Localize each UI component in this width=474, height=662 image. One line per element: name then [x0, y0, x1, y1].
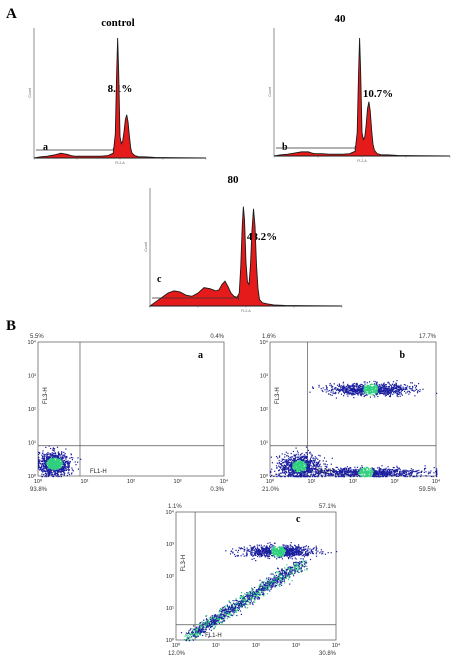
quadrant-upper-right: 17.7% [419, 334, 437, 340]
histogram-area [33, 37, 207, 159]
histogram-sublabel: b [282, 142, 288, 153]
x-tick-label: 10² [127, 479, 135, 485]
x-axis-label: FL2-A [357, 159, 367, 163]
x-tick-label: 10⁴ [220, 478, 229, 485]
quadrant-upper-left: 1.1% [168, 504, 182, 510]
histogram-title: control [101, 17, 134, 29]
quadrant-lower-left: 21.0% [262, 487, 280, 493]
panel-label-b: B [6, 318, 16, 334]
y-tick-label: 10² [260, 407, 268, 413]
y-tick-label: 10⁰ [28, 473, 37, 480]
y-axis-label: Count [268, 87, 272, 96]
x-axis-label: FL2-A [115, 161, 125, 165]
y-tick-label: 10⁰ [166, 637, 175, 644]
y-axis-label: FL3-H [181, 555, 187, 572]
histogram-title: 40 [335, 13, 347, 25]
histogram-title: 80 [228, 174, 240, 186]
panel-label-a: A [6, 6, 17, 22]
quadrant-lower-right: 30.8% [319, 651, 337, 657]
y-axis-label: FL3-H [275, 387, 281, 404]
x-tick-label: 10³ [174, 479, 182, 485]
histogram-control: control 8.1% a Count FL2-A [28, 17, 207, 165]
y-tick-label: 10⁴ [166, 509, 175, 516]
histogram-area [273, 37, 451, 157]
quadrant-lower-right: 0.3% [210, 487, 224, 493]
y-axis-label: FL3-H [43, 387, 49, 404]
histogram-percent: 10.7% [363, 88, 393, 100]
y-tick-label: 10¹ [28, 441, 36, 447]
x-axis-label: FL2-A [241, 309, 251, 313]
dot-plot-sublabel: c [296, 514, 301, 525]
plot-frame [37, 341, 225, 477]
y-tick-label: 10³ [28, 374, 36, 380]
x-tick-label: 10¹ [308, 479, 316, 485]
y-tick-label: 10⁰ [260, 473, 269, 480]
x-tick-label: 10⁰ [172, 642, 181, 649]
scatter-points [270, 380, 438, 478]
y-tick-label: 10⁴ [260, 339, 269, 346]
quadrant-upper-right: 57.1% [319, 504, 337, 510]
histogram-area [148, 206, 343, 307]
dot-plot-a: 10⁰ 10¹ 10² 10³ 10⁴ 10⁰ 10¹ 10² 10³ 10⁴ FL1-H FL3-H… [28, 334, 229, 493]
y-tick-label: 10² [166, 574, 174, 580]
dot-plot-c: 10⁰ 10¹ 10² 10³ 10⁴ 10⁰ 10¹ 10² 10³ 10⁴ FL1-H FL3-H… [166, 504, 341, 657]
x-tick-label: 10⁰ [34, 478, 43, 485]
quadrant-lower-right: 59.5% [419, 487, 437, 493]
quadrant-lower-left: 12.0% [168, 651, 186, 657]
quadrant-upper-left: 5.5% [30, 334, 44, 340]
x-tick-label: 10² [349, 479, 357, 485]
y-tick-label: 10³ [260, 374, 268, 380]
x-axis-label: FL1-H [317, 469, 334, 475]
histogram-percent: 8.1% [108, 83, 133, 95]
y-tick-label: 10¹ [260, 441, 268, 447]
dot-plot-b: 10⁰ 10¹ 10² 10³ 10⁴ 10⁰ 10¹ 10² 10³ 10⁴ FL1-H FL3-H… [260, 334, 441, 493]
y-tick-label: 10¹ [166, 606, 174, 612]
x-axis-label: FL1-H [205, 633, 222, 639]
histogram-sublabel: a [43, 142, 48, 153]
scatter-points [38, 445, 82, 478]
x-tick-label: 10³ [292, 643, 300, 649]
histogram-40: 40 10.7% b Count FL2-A [268, 13, 451, 163]
y-tick-label: 10² [28, 407, 36, 413]
x-axis-label: FL1-H [90, 469, 107, 475]
y-tick-label: 10⁴ [28, 339, 37, 346]
quadrant-lower-left: 93.8% [30, 487, 48, 493]
quadrant-upper-right: 0.4% [210, 334, 224, 340]
plot-frame [175, 511, 337, 641]
histogram-sublabel: c [157, 274, 162, 285]
dot-plot-sublabel: b [399, 350, 405, 361]
x-tick-label: 10⁴ [332, 642, 341, 649]
y-axis-label: Count [28, 88, 32, 97]
x-tick-label: 10⁴ [432, 478, 441, 485]
y-tick-label: 10³ [166, 542, 174, 548]
y-axis-label: Count [144, 242, 148, 251]
scatter-points [180, 542, 338, 642]
x-tick-label: 10² [252, 643, 260, 649]
x-tick-label: 10³ [391, 479, 399, 485]
x-tick-label: 10¹ [212, 643, 220, 649]
x-tick-label: 10¹ [81, 479, 89, 485]
x-tick-label: 10⁰ [266, 478, 275, 485]
dot-plot-sublabel: a [198, 350, 203, 361]
quadrant-upper-left: 1.6% [262, 334, 276, 340]
